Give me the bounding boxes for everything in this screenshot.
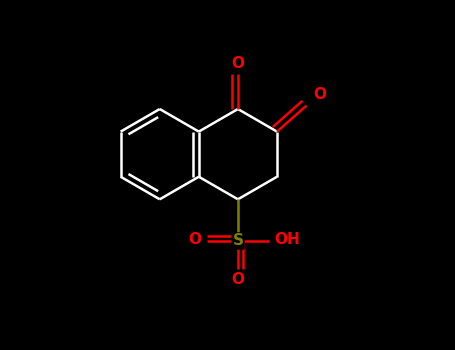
Text: S: S (233, 233, 243, 248)
Text: OH: OH (274, 232, 300, 247)
Text: O: O (232, 56, 244, 71)
Text: O: O (232, 272, 244, 287)
Text: O: O (188, 232, 202, 247)
Text: O: O (313, 87, 327, 102)
